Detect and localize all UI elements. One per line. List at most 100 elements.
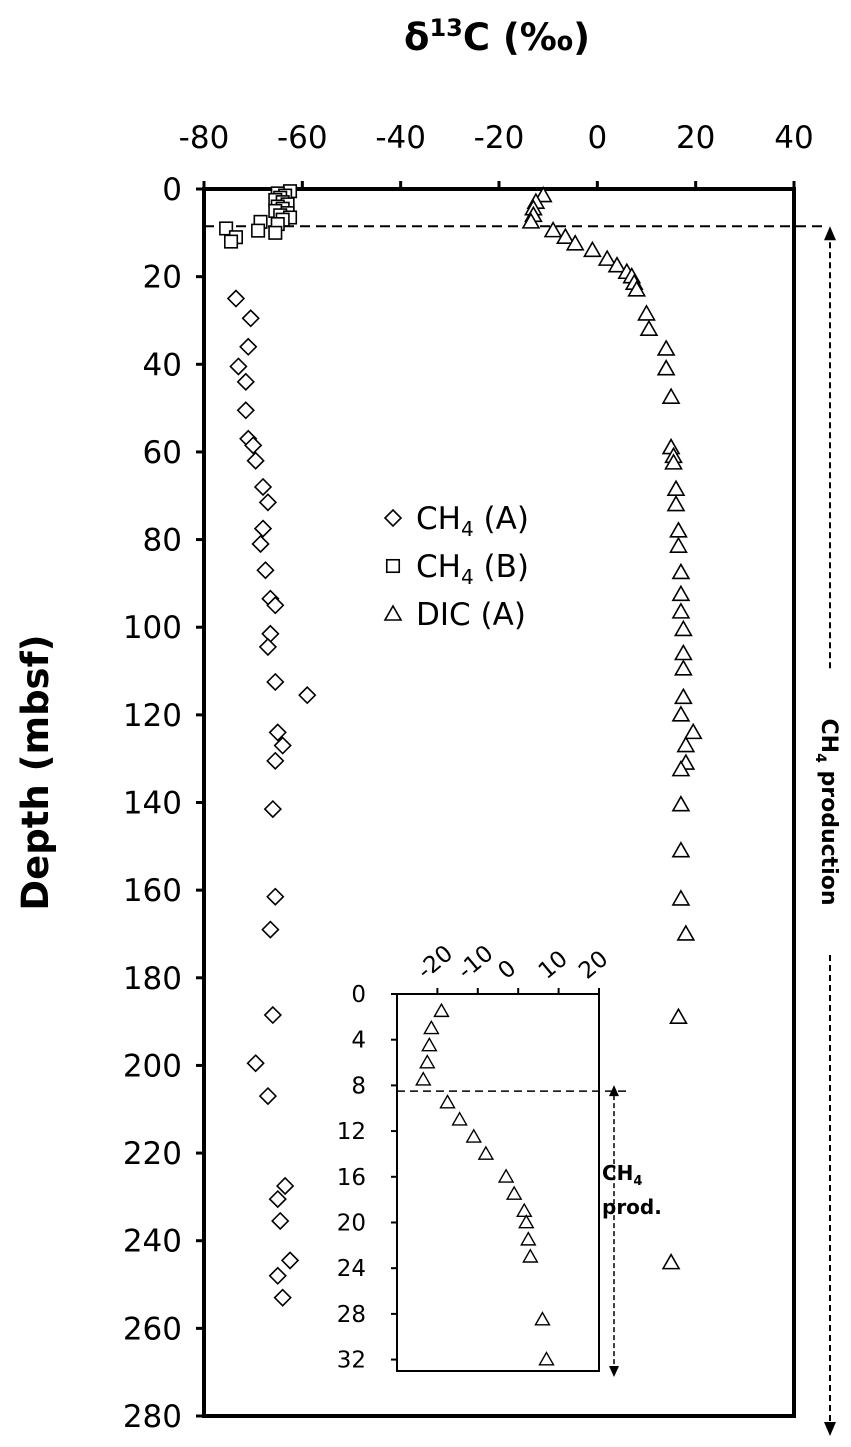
diamond-point (253, 477, 273, 497)
diamond-point (244, 436, 263, 455)
triangle-point (555, 227, 575, 245)
inset-triangle-point (518, 1214, 535, 1229)
y-tick-label: 260 (123, 1311, 182, 1347)
triangle-point (656, 339, 676, 356)
y-tick-label: 80 (143, 523, 182, 559)
methane-zone-label: CH4 production (812, 719, 841, 906)
inset-triangle-point (465, 1128, 482, 1143)
diamond-point (246, 1054, 265, 1073)
inset-plot-area (396, 993, 600, 1372)
chart-title: δ13C (‰) (404, 14, 590, 59)
diamond-point (226, 289, 246, 308)
triangle-point (673, 687, 693, 705)
y-tick-label: 100 (123, 610, 182, 646)
inset-triangle-point (433, 1002, 450, 1018)
triangle-point (666, 479, 686, 496)
triangle-point (639, 319, 659, 337)
triangle-point (676, 924, 696, 941)
y-tick-label: 20 (143, 260, 182, 296)
diamond-point (229, 357, 248, 376)
arrow-head-down (824, 1422, 836, 1436)
square-point (251, 223, 266, 238)
triangle-point (661, 1253, 681, 1270)
triangle-point (671, 705, 691, 722)
x-tick-label: -60 (277, 120, 328, 156)
inset-y-tick-label: 4 (351, 1028, 366, 1054)
triangle-point (671, 562, 691, 580)
inset-x-tick-label: 10 (534, 946, 573, 985)
triangle-point (533, 185, 553, 203)
triangle-point (656, 359, 676, 376)
square-point (268, 225, 283, 240)
inset-y-tick-label: 20 (337, 1210, 366, 1236)
diamond-point (266, 672, 285, 692)
triangle-point (671, 584, 691, 602)
inset-y-tick-label: 0 (351, 982, 366, 1008)
diamond-point (263, 799, 282, 819)
inset-triangle-point (477, 1145, 495, 1160)
inset-triangle-point (516, 1202, 533, 1218)
triangle-point (583, 240, 602, 258)
triangle-point (664, 453, 683, 470)
triangle-point (671, 795, 691, 812)
methane-zone-arrow (824, 226, 836, 1436)
x-tick-label: -20 (474, 120, 525, 156)
diamond-point (241, 309, 260, 328)
diamond-point (236, 372, 255, 391)
diamond-point (273, 736, 292, 755)
diamond-point (268, 1266, 287, 1285)
inset-triangle-point (520, 1231, 537, 1246)
diamond-point (268, 723, 287, 742)
diamond-point (256, 561, 275, 580)
triangle-point (669, 1007, 688, 1025)
inset-zone-label-line1: CH4 (602, 1161, 642, 1189)
inset-zone-arrow (609, 1085, 619, 1377)
triangle-point (669, 536, 688, 553)
triangle-point (669, 521, 688, 538)
diamond-point (261, 920, 280, 939)
triangle-point (671, 602, 691, 619)
inset-x-tick-label: -20 (413, 941, 458, 985)
triangle-point (671, 889, 691, 906)
diamond-point (246, 451, 265, 470)
inset-y-tick-label: 24 (337, 1256, 366, 1282)
legend-marker-triangle (383, 604, 403, 621)
triangle-point (597, 249, 617, 266)
inset-triangle-point (421, 1036, 438, 1052)
diamond-point (298, 686, 317, 705)
inset-triangle-point (538, 1351, 555, 1366)
x-axis: -80 -60 -40 -20 0 20 40 (179, 120, 814, 189)
diamond-point (261, 624, 280, 643)
inset-y-tick-label: 32 (337, 1348, 366, 1374)
inset-y-tick-label: 28 (337, 1302, 366, 1328)
legend-marker-square (385, 558, 401, 574)
triangle-point (676, 735, 696, 753)
inset-zone-label-line2: prod. (602, 1195, 662, 1219)
x-tick-label: 40 (774, 120, 813, 156)
inset-x-tick-label: 20 (574, 946, 613, 985)
y-tick-label: 120 (123, 698, 182, 734)
triangle-point (673, 659, 693, 676)
diamond-point (271, 1211, 290, 1231)
y-tick-label: 180 (123, 961, 182, 997)
diamond-point (253, 519, 273, 538)
diamond-point (266, 751, 285, 771)
arrow-head-up (824, 226, 836, 241)
diamond-point (258, 493, 278, 512)
x-tick-label: -80 (179, 120, 230, 156)
y-tick-label: 220 (123, 1136, 182, 1172)
inset-triangle-point (439, 1094, 456, 1109)
inset-triangle-point (419, 1054, 436, 1069)
legend-entry: CH4 (B) (416, 549, 529, 589)
triangle-point (627, 280, 647, 297)
inset-triangle-point (423, 1019, 440, 1035)
triangle-point (607, 256, 627, 273)
y-axis-label: Depth (mbsf) (14, 634, 57, 910)
inset-triangle-point (451, 1111, 468, 1126)
triangle-point (671, 760, 691, 777)
triangle-point (637, 304, 656, 321)
x-tick-label: 0 (587, 120, 607, 156)
triangle-point (673, 643, 693, 661)
